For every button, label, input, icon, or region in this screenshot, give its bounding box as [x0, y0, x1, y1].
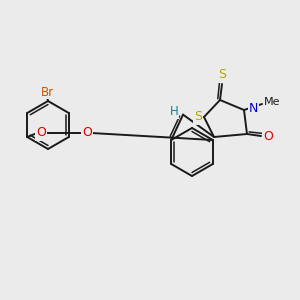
Text: S: S [194, 110, 202, 124]
Text: O: O [263, 130, 273, 142]
Text: O: O [82, 127, 92, 140]
Text: Br: Br [40, 85, 54, 98]
Text: N: N [249, 101, 258, 115]
Text: H: H [170, 105, 178, 118]
Text: O: O [36, 127, 46, 140]
Text: Me: Me [264, 97, 280, 107]
Text: S: S [218, 68, 226, 82]
